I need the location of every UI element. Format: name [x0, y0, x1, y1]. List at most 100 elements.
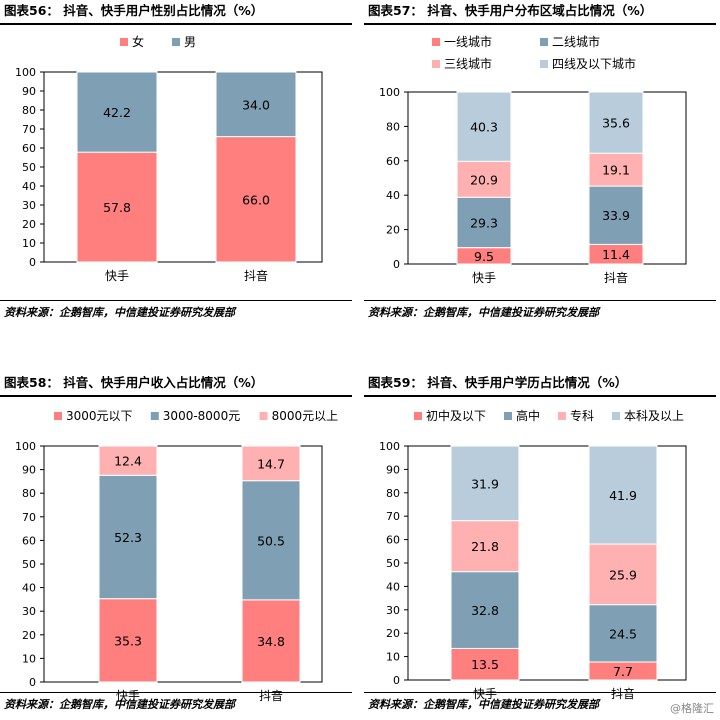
legend-label: 本科及以上 — [624, 409, 684, 423]
bar-segment — [588, 152, 644, 187]
bar-segment — [215, 71, 297, 138]
legend-label: 3000-8000元 — [163, 409, 240, 423]
x-tick-label: 抖音 — [611, 686, 635, 701]
y-tick-label: 20 — [22, 629, 36, 642]
y-tick-label: 20 — [386, 627, 400, 640]
y-tick-label: 0 — [393, 258, 400, 271]
y-tick-label: 90 — [22, 464, 36, 477]
figure-title: 抖音、快手用户分布区域占比情况（%） — [427, 3, 653, 18]
chart-title: 图表58： 抖音、快手用户收入占比情况（%） — [4, 372, 263, 394]
data-label: 34.8 — [257, 634, 285, 649]
y-tick-label: 80 — [22, 104, 36, 117]
bar-segment — [588, 543, 658, 606]
data-label: 20.9 — [470, 172, 498, 187]
data-label: 42.2 — [103, 105, 131, 120]
data-label: 11.4 — [602, 247, 630, 262]
legend-label: 3000元以下 — [66, 409, 133, 423]
bar-segment — [450, 445, 520, 522]
x-tick-label: 快手 — [473, 687, 497, 701]
legend-label: 初中及以下 — [426, 408, 486, 423]
y-tick-label: 70 — [22, 511, 36, 524]
y-tick-label: 80 — [386, 487, 400, 500]
bar-segment — [456, 196, 512, 249]
bar-segment — [241, 480, 301, 601]
legend-label: 女 — [132, 34, 144, 49]
source-note: 资料来源：企鹅智库，中信建投证券研究发展部 — [368, 306, 599, 319]
bar-segment — [98, 474, 158, 600]
data-label: 13.5 — [471, 657, 499, 672]
watermark: @格隆汇 — [670, 702, 714, 715]
data-label: 25.9 — [609, 567, 637, 582]
bar-segment — [76, 71, 158, 153]
y-tick-label: 70 — [22, 123, 36, 136]
data-label: 52.3 — [114, 530, 142, 545]
chart-panel-region: 图表57： 抖音、快手用户分布区域占比情况（%） 0 20 40 60 80 100 9.5… — [364, 0, 720, 330]
y-tick-label: 70 — [386, 510, 400, 523]
y-tick-label: 30 — [386, 604, 400, 617]
chart-title: 图表57： 抖音、快手用户分布区域占比情况（%） — [368, 0, 652, 22]
legend-swatch — [120, 38, 128, 46]
stacked-bar-chart-education: 0 10 20 30 40 50 60 70 80 90 100 13.5 32.8 21.8 31.9 快手… — [379, 408, 687, 701]
y-tick-label: 10 — [22, 237, 36, 250]
y-tick-label: 80 — [22, 487, 36, 500]
y-tick-label: 60 — [22, 534, 36, 547]
legend-swatch — [150, 412, 159, 420]
figure-number: 图表58： — [4, 375, 59, 390]
legend-label: 高中 — [516, 408, 540, 423]
y-tick-label: 30 — [22, 199, 36, 212]
legend-swatch — [172, 38, 180, 46]
bar-segment — [588, 91, 644, 154]
x-tick-label: 抖音 — [259, 688, 283, 703]
plot-frame — [407, 91, 687, 265]
title-rule — [0, 395, 352, 397]
data-label: 29.3 — [470, 215, 498, 230]
data-label: 66.0 — [242, 192, 270, 207]
y-tick-label: 0 — [393, 674, 400, 687]
figure-title: 抖音、快手用户性别占比情况（%） — [63, 3, 264, 18]
legend-swatch — [432, 60, 440, 68]
source-note: 资料来源：企鹅智库，中信建投证券研究发展部 — [4, 306, 235, 319]
y-tick-label: 80 — [386, 120, 400, 133]
y-tick-label: 20 — [22, 218, 36, 231]
data-label: 32.8 — [471, 603, 499, 618]
chart-panel-gender: 图表56： 抖音、快手用户性别占比情况（%） 0 10 20 30 40 50 60 70 80… — [0, 0, 356, 330]
y-tick-label: 10 — [22, 652, 36, 665]
data-label: 35.6 — [602, 116, 630, 131]
y-tick-label: 20 — [386, 224, 400, 237]
y-tick-label: 50 — [386, 557, 400, 570]
y-tick-label: 40 — [22, 582, 36, 595]
legend-label: 男 — [184, 35, 196, 49]
legend-swatch — [558, 412, 566, 420]
bar-segment — [588, 445, 658, 545]
data-label: 19.1 — [602, 163, 630, 178]
source-note: 资料来源：企鹅智库，中信建投证券研究发展部 — [368, 698, 599, 711]
y-tick-label: 100 — [15, 440, 36, 453]
y-tick-label: 50 — [22, 558, 36, 571]
title-rule — [364, 395, 716, 397]
legend-swatch — [414, 412, 422, 420]
data-label: 34.0 — [242, 97, 270, 112]
y-tick-label: 0 — [29, 676, 36, 689]
bar-segment — [450, 647, 520, 681]
bar-segment — [76, 151, 158, 263]
chart-panel-education: 图表59： 抖音、快手用户学历占比情况（%） 0 10 20 30 40 50 60 70 80… — [364, 372, 720, 712]
y-tick-label: 40 — [386, 189, 400, 202]
y-tick-label: 40 — [386, 580, 400, 593]
source-rule — [364, 692, 716, 693]
legend-swatch — [540, 38, 548, 46]
figure-title: 抖音、快手用户收入占比情况（%） — [63, 375, 264, 390]
y-tick-label: 90 — [22, 85, 36, 98]
y-tick-label: 60 — [22, 142, 36, 155]
y-tick-label: 60 — [386, 534, 400, 547]
legend-swatch — [504, 412, 512, 420]
data-label: 33.9 — [602, 208, 630, 223]
y-tick-label: 100 — [379, 86, 400, 99]
data-label: 14.7 — [257, 456, 285, 471]
legend-label: 一线城市 — [444, 34, 492, 49]
stacked-bar-chart-region: 0 20 40 60 80 100 9.5 29.3 20.9 40.3 快手 11.4 33.9 19.… — [379, 34, 687, 285]
y-tick-label: 100 — [15, 66, 36, 79]
bar-segment — [98, 445, 158, 476]
bar-segment — [456, 91, 512, 162]
data-label: 50.5 — [257, 533, 285, 548]
bar-segment — [588, 185, 644, 245]
